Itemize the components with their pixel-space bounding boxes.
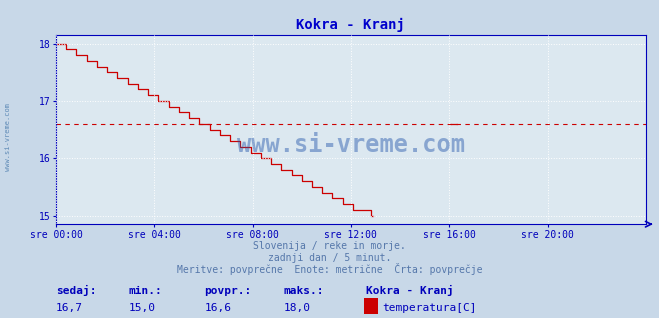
Text: www.si-vreme.com: www.si-vreme.com [5,103,11,171]
Text: 16,7: 16,7 [56,303,83,313]
Text: 15,0: 15,0 [129,303,156,313]
Text: Slovenija / reke in morje.: Slovenija / reke in morje. [253,241,406,251]
Text: temperatura[C]: temperatura[C] [382,303,476,313]
Text: 18,0: 18,0 [283,303,310,313]
Text: maks.:: maks.: [283,286,324,296]
Text: povpr.:: povpr.: [204,286,252,296]
Text: sedaj:: sedaj: [56,285,96,296]
Text: Kokra - Kranj: Kokra - Kranj [366,285,453,296]
Text: Meritve: povprečne  Enote: metrične  Črta: povprečje: Meritve: povprečne Enote: metrične Črta:… [177,263,482,275]
Title: Kokra - Kranj: Kokra - Kranj [297,18,405,32]
Text: 16,6: 16,6 [204,303,231,313]
Text: www.si-vreme.com: www.si-vreme.com [237,133,465,157]
Text: min.:: min.: [129,286,162,296]
Text: zadnji dan / 5 minut.: zadnji dan / 5 minut. [268,253,391,263]
